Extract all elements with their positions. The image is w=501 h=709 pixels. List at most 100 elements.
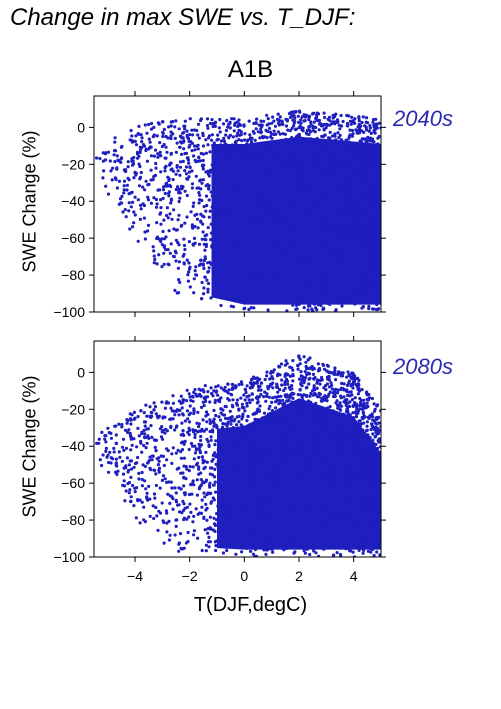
scatter-point (345, 375, 349, 379)
scatter-point (268, 547, 272, 551)
scatter-point (214, 385, 218, 389)
scatter-point (294, 472, 298, 476)
scatter-point (378, 216, 381, 220)
scatter-point (375, 449, 380, 453)
scatter-point (221, 146, 225, 150)
scatter-point (359, 431, 363, 435)
scatter-point (278, 143, 282, 147)
scatter-point (208, 429, 212, 434)
scatter-point (273, 237, 277, 241)
scatter-point (226, 542, 230, 547)
scatter-point (340, 214, 344, 218)
scatter-point (312, 542, 316, 546)
scatter-point (206, 183, 210, 187)
scatter-point (274, 188, 278, 192)
scatter-point (122, 188, 126, 192)
scatter-point (316, 451, 320, 455)
scatter-point (209, 386, 213, 390)
scatter-point (208, 150, 212, 154)
scatter-point (307, 157, 311, 161)
scatter-point (235, 282, 239, 286)
scatter-point (344, 178, 348, 182)
scatter-point (217, 210, 221, 214)
scatter-point (269, 164, 273, 168)
scatter-point (377, 169, 381, 173)
scenario-label: A1B (227, 56, 274, 83)
scatter-point (359, 236, 363, 240)
scatter-point (269, 528, 274, 532)
scatter-point (304, 203, 308, 207)
scatter-point (327, 115, 332, 119)
scatter-point (130, 200, 135, 204)
scatter-point (307, 493, 311, 497)
scatter-point (315, 118, 319, 122)
scatter-point (299, 183, 303, 187)
scatter-point (200, 198, 204, 203)
scatter-point (223, 236, 227, 240)
scatter-point (231, 135, 235, 139)
scatter-point (193, 148, 197, 152)
scatter-point (155, 457, 159, 461)
scatter-point (333, 369, 337, 373)
scatter-point (137, 477, 141, 481)
scatter-point (239, 459, 243, 463)
scatter-point (212, 483, 216, 487)
scatter-point (346, 221, 350, 225)
scatter-point (296, 179, 300, 183)
scatter-point (180, 223, 184, 227)
scatter-point (201, 222, 205, 226)
scatter-point (145, 491, 149, 495)
scatter-point (188, 117, 192, 121)
scatter-point (317, 495, 321, 499)
scatter-point (294, 535, 298, 539)
scatter-point (182, 139, 186, 143)
scatter-point (332, 152, 336, 156)
scatter-point (299, 403, 303, 407)
scatter-point (239, 189, 243, 193)
scatter-point (251, 430, 255, 434)
scatter-point (312, 520, 316, 524)
scatter-point (334, 186, 338, 190)
scatter-point (356, 382, 360, 386)
scatter-point (318, 155, 323, 159)
scatter-point (247, 119, 251, 123)
scatter-point (128, 488, 132, 492)
scatter-point (117, 179, 122, 183)
scatter-point (200, 483, 204, 487)
scatter-point (288, 173, 292, 177)
scatter-point (289, 275, 293, 279)
scatter-point (226, 513, 230, 518)
scatter-point (230, 508, 234, 512)
scatter-point (210, 245, 214, 249)
scatter-point (186, 279, 190, 283)
scatter-point (323, 520, 327, 524)
scatter-point (345, 416, 349, 420)
scatter-point (250, 392, 254, 396)
scatter-point (376, 403, 380, 407)
scatter-point (311, 239, 315, 243)
scatter-point (221, 521, 225, 526)
scatter-point (272, 289, 276, 293)
scatter-point (142, 411, 146, 415)
scatter-point (340, 374, 345, 378)
scatter-point (164, 427, 168, 431)
scatter-point (232, 481, 236, 486)
scatter-point (358, 459, 362, 463)
scatter-point (269, 208, 273, 212)
scatter-point (139, 441, 143, 445)
scatter-point (233, 243, 237, 247)
scatter-point (170, 409, 174, 413)
scatter-point (370, 188, 374, 192)
scatter-point (272, 477, 276, 481)
scatter-point (209, 435, 213, 439)
scatter-point (364, 203, 368, 207)
scatter-point (187, 240, 191, 244)
scatter-point (304, 413, 308, 417)
scatter-point (218, 224, 222, 228)
scatter-point (142, 428, 146, 432)
scatter-point (368, 415, 372, 419)
scatter-point (121, 210, 125, 214)
scatter-point (100, 430, 104, 434)
scatter-point (300, 185, 304, 189)
scatter-point (207, 187, 211, 191)
